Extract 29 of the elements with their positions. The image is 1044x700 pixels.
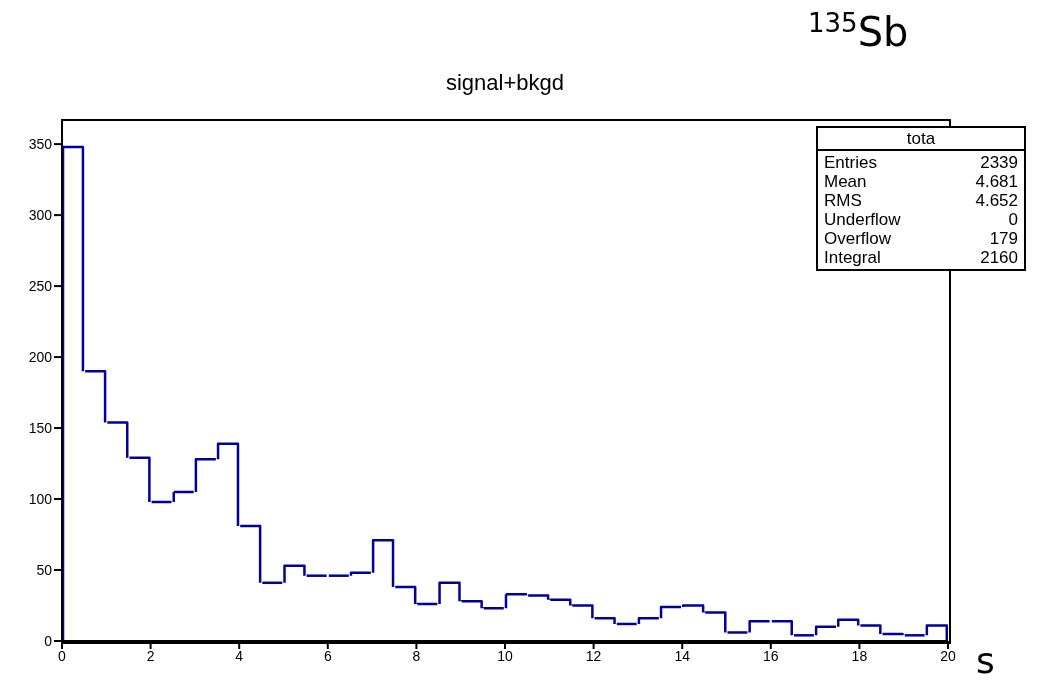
- x-tick-label: 12: [585, 647, 602, 664]
- y-tick-label: 300: [28, 207, 53, 224]
- x-tick-label: 20: [940, 647, 956, 664]
- y-tick-label: 250: [28, 278, 53, 295]
- x-tick-label: 8: [412, 647, 421, 664]
- text: Integral 2160: [824, 248, 1018, 267]
- text: Overflow 179: [824, 229, 1018, 248]
- text: Mean 4.681: [824, 172, 1018, 191]
- text: Underflow 0: [824, 210, 1018, 229]
- x-tick-label: 16: [763, 647, 779, 664]
- x-tick-label: 2: [146, 647, 155, 664]
- x-tick-label: 14: [674, 647, 691, 664]
- text: $^{135}$Sb: [808, 8, 909, 56]
- annotation: tota: [818, 128, 1024, 151]
- text: RMS 4.652: [824, 191, 1018, 210]
- x-tick-label: 0: [58, 647, 67, 664]
- y-tick-label: 200: [28, 349, 53, 366]
- x-tick-label: 6: [323, 647, 332, 664]
- x-tick-label: 10: [497, 647, 513, 664]
- chart-title: signal+bkgd: [444, 70, 565, 96]
- y-tick-label: 50: [36, 561, 53, 578]
- y-tick-label: 350: [28, 136, 53, 153]
- x-tick-label: 4: [235, 647, 244, 664]
- y-tick-label: 150: [28, 420, 53, 437]
- y-tick-label: 100: [28, 491, 53, 508]
- text: Entries 2339: [824, 153, 1018, 172]
- y-tick-label: 0: [44, 632, 53, 649]
- x-axis-title: s: [976, 640, 995, 681]
- x-tick-label: 18: [851, 647, 868, 664]
